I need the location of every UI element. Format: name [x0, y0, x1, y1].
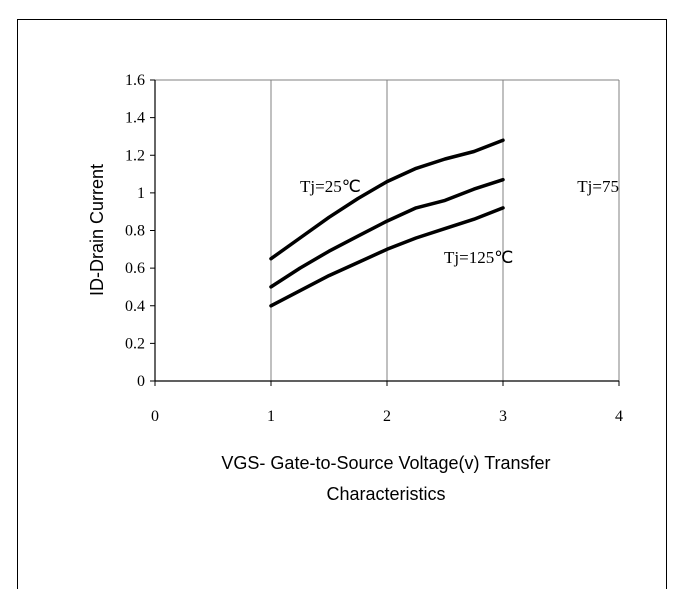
y-tick-label-1: 0.2	[125, 335, 145, 352]
x-axis-title-line2: Characteristics	[326, 484, 445, 504]
x-tick-label-3: 3	[499, 408, 507, 425]
series-line-0	[269, 138, 505, 261]
series-label-0: Tj=25℃	[300, 177, 361, 196]
series-lines	[269, 138, 505, 308]
transfer-characteristics-chart: 0 0.2 0.4 0.6 0.8 1 1.2 1.4 1.6 0 1 2 3 4 Tj=25℃ Tj=7…	[87, 72, 623, 504]
y-tick-labels: 0 0.2 0.4 0.6 0.8 1 1.2 1.4 1.6	[125, 72, 145, 390]
x-tick-label-0: 0	[151, 408, 159, 425]
y-tick-label-5: 1	[137, 185, 145, 202]
series-label-1: Tj=75	[577, 177, 619, 196]
x-tick-label-4: 4	[615, 408, 623, 425]
y-tick-label-4: 0.8	[125, 223, 145, 240]
x-tick-label-1: 1	[267, 408, 275, 425]
series-labels: Tj=25℃ Tj=75 Tj=125℃	[300, 177, 619, 267]
series-line-1	[269, 177, 505, 289]
axes	[150, 79, 620, 386]
x-axis-title-line1: VGS- Gate-to-Source Voltage(v) Transfer	[221, 453, 550, 473]
y-tick-label-6: 1.2	[125, 147, 145, 164]
y-tick-label-8: 1.6	[125, 72, 145, 89]
series-line-2	[269, 206, 505, 308]
chart-frame	[17, 19, 667, 589]
series-label-2: Tj=125℃	[444, 248, 513, 267]
y-tick-label-7: 1.4	[125, 110, 145, 127]
x-tick-labels: 0 1 2 3 4	[151, 408, 623, 425]
x-tick-label-2: 2	[383, 408, 391, 425]
y-tick-label-2: 0.4	[125, 298, 145, 315]
y-tick-label-3: 0.6	[125, 260, 145, 277]
grid-lines	[155, 79, 620, 381]
y-axis-title: ID-Drain Current	[87, 164, 107, 296]
y-tick-label-0: 0	[137, 373, 145, 390]
